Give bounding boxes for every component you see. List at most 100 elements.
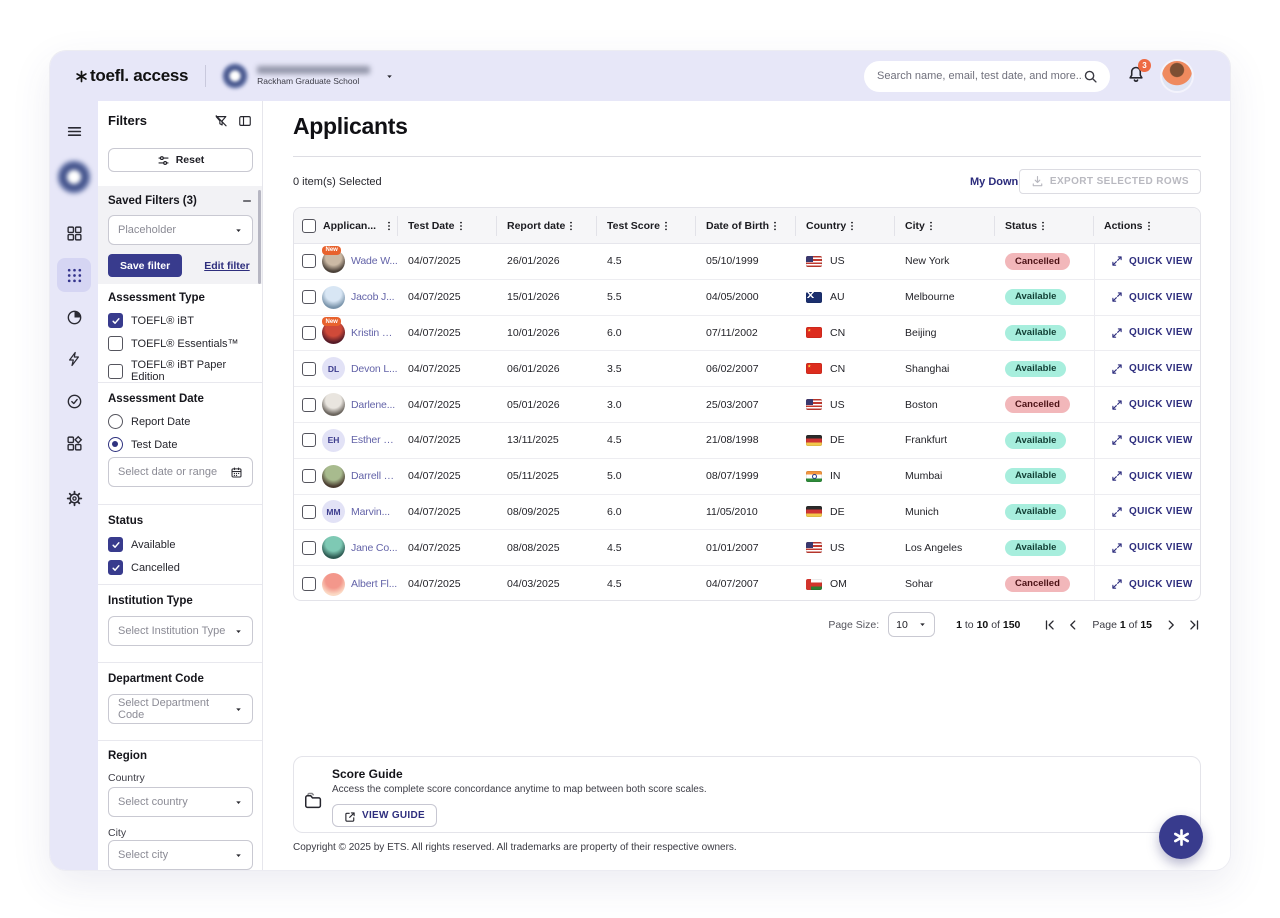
quick-view-button[interactable]: QUICK VIEW <box>1105 363 1193 375</box>
select-all-checkbox[interactable] <box>302 218 316 233</box>
user-avatar[interactable] <box>1162 61 1192 91</box>
reset-filters-button[interactable]: Reset <box>108 148 253 172</box>
quick-view-button[interactable]: QUICK VIEW <box>1105 327 1193 339</box>
row-checkbox[interactable] <box>302 469 316 484</box>
quick-view-button[interactable]: QUICK VIEW <box>1105 291 1193 303</box>
applicant-name-link[interactable]: Wade W... <box>351 255 398 268</box>
status-filter-option[interactable]: Cancelled <box>108 560 252 575</box>
assessment-date-radio[interactable] <box>108 414 123 429</box>
column-menu-icon[interactable] <box>455 220 467 232</box>
menu-button[interactable] <box>57 114 91 148</box>
row-checkbox[interactable] <box>302 325 316 340</box>
applicant-avatar <box>322 536 345 560</box>
column-menu-icon[interactable] <box>769 220 781 232</box>
status-filter-checkbox[interactable] <box>108 537 123 552</box>
first-page-button[interactable] <box>1043 618 1057 632</box>
row-checkbox[interactable] <box>302 433 316 448</box>
grid-dots-icon <box>66 267 83 284</box>
date-range-input[interactable]: Select date or range <box>108 457 253 487</box>
export-selected-rows-button[interactable]: EXPORT SELECTED ROWS <box>1018 169 1201 194</box>
applicant-name-link[interactable]: Kristin W... <box>351 326 398 339</box>
applicant-name-link[interactable]: Albert Fl... <box>351 578 398 591</box>
rail-item-dashboard[interactable] <box>57 216 91 250</box>
search-input[interactable] <box>877 70 1083 82</box>
status-filter-label: Available <box>131 538 176 551</box>
table-row: Jacob J... 04/07/2025 15/01/2026 5.5 04/05/2… <box>294 279 1200 316</box>
row-checkbox[interactable] <box>302 254 316 269</box>
clear-filters-icon[interactable] <box>214 114 228 128</box>
rail-item-settings[interactable] <box>57 481 91 515</box>
applicant-name-link[interactable]: Jacob J... <box>351 291 395 304</box>
status-cell: Available <box>995 360 1094 378</box>
department-code-select[interactable]: Select Department Code <box>108 694 253 724</box>
rail-item-applicants[interactable] <box>57 258 91 292</box>
row-checkbox[interactable] <box>302 504 316 519</box>
view-guide-button[interactable]: VIEW GUIDE <box>332 804 438 827</box>
applicant-cell: New Wade W... <box>294 245 398 273</box>
applicant-name-link[interactable]: Marvin... <box>351 505 390 518</box>
quick-view-button[interactable]: QUICK VIEW <box>1105 255 1193 267</box>
assessment-type-checkbox[interactable] <box>108 313 123 328</box>
column-menu-icon[interactable] <box>565 220 577 232</box>
column-menu-icon[interactable] <box>383 220 395 232</box>
row-checkbox[interactable] <box>302 361 316 376</box>
column-menu-icon[interactable] <box>660 220 672 232</box>
applicant-name-link[interactable]: Jane Co... <box>351 541 398 554</box>
applicant-name-link[interactable]: Devon L... <box>351 362 398 375</box>
last-page-button[interactable] <box>1187 618 1201 632</box>
rail-item-activity[interactable] <box>57 342 91 376</box>
assistant-fab-button[interactable] <box>1159 815 1203 859</box>
quick-view-button[interactable]: QUICK VIEW <box>1105 434 1193 446</box>
row-checkbox[interactable] <box>302 540 316 555</box>
country-cell: US <box>796 255 895 267</box>
quick-view-button[interactable]: QUICK VIEW <box>1105 470 1193 482</box>
saved-filter-select[interactable]: Placeholder <box>108 215 253 245</box>
row-checkbox[interactable] <box>302 290 316 305</box>
notifications-button[interactable]: 3 <box>1127 58 1151 88</box>
next-page-button[interactable] <box>1164 618 1178 632</box>
org-selector[interactable]: Rackham Graduate School <box>222 63 394 89</box>
quick-view-button[interactable]: QUICK VIEW <box>1105 506 1193 518</box>
filters-scrollbar[interactable] <box>258 190 261 284</box>
rail-item-analytics[interactable] <box>57 300 91 334</box>
assessment-type-option[interactable]: TOEFL® iBT <box>108 313 252 328</box>
quick-view-button[interactable]: QUICK VIEW <box>1105 542 1193 554</box>
column-menu-icon[interactable] <box>1143 220 1155 232</box>
quick-view-button[interactable]: QUICK VIEW <box>1105 578 1193 590</box>
institution-type-select[interactable]: Select Institution Type <box>108 616 253 646</box>
collapse-panel-icon[interactable] <box>238 114 252 128</box>
quick-view-button[interactable]: QUICK VIEW <box>1105 399 1193 411</box>
row-checkbox[interactable] <box>302 397 316 412</box>
topbar-right: 3 <box>864 58 1192 92</box>
applicant-avatar: MM <box>322 500 345 524</box>
assessment-date-option[interactable]: Report Date <box>108 414 252 429</box>
assessment-type-checkbox[interactable] <box>108 363 123 379</box>
test-score-cell: 6.0 <box>607 326 622 339</box>
applicant-avatar: New <box>322 317 345 345</box>
assessment-date-option[interactable]: Test Date <box>108 437 252 452</box>
row-checkbox[interactable] <box>302 577 316 592</box>
status-filter-checkbox[interactable] <box>108 560 123 575</box>
assessment-date-radio[interactable] <box>108 437 123 452</box>
page-size-select[interactable]: 10 <box>888 612 936 637</box>
applicant-name-link[interactable]: Darrell S... <box>351 470 398 483</box>
assessment-type-option[interactable]: TOEFL® Essentials™ <box>108 336 252 351</box>
applicant-name-link[interactable]: Darlene... <box>351 398 396 411</box>
search-icon[interactable] <box>1083 69 1098 84</box>
previous-page-button[interactable] <box>1066 618 1080 632</box>
column-menu-icon[interactable] <box>1037 220 1049 232</box>
edit-filter-link[interactable]: Edit filter <box>204 259 250 272</box>
save-filter-button[interactable]: Save filter <box>108 254 183 277</box>
applicant-name-link[interactable]: Esther H... <box>351 434 398 447</box>
collapse-section-icon[interactable] <box>241 195 253 207</box>
column-menu-icon[interactable] <box>846 220 858 232</box>
applicant-cell: Jacob J... <box>294 285 398 309</box>
city-select[interactable]: Select city <box>108 840 253 870</box>
column-menu-icon[interactable] <box>925 220 937 232</box>
rail-item-verification[interactable] <box>57 384 91 418</box>
assessment-type-checkbox[interactable] <box>108 336 123 351</box>
rail-item-widgets[interactable] <box>57 426 91 460</box>
country-select[interactable]: Select country <box>108 787 253 817</box>
assessment-type-option[interactable]: TOEFL® iBT Paper Edition <box>108 359 252 383</box>
status-filter-option[interactable]: Available <box>108 537 252 552</box>
